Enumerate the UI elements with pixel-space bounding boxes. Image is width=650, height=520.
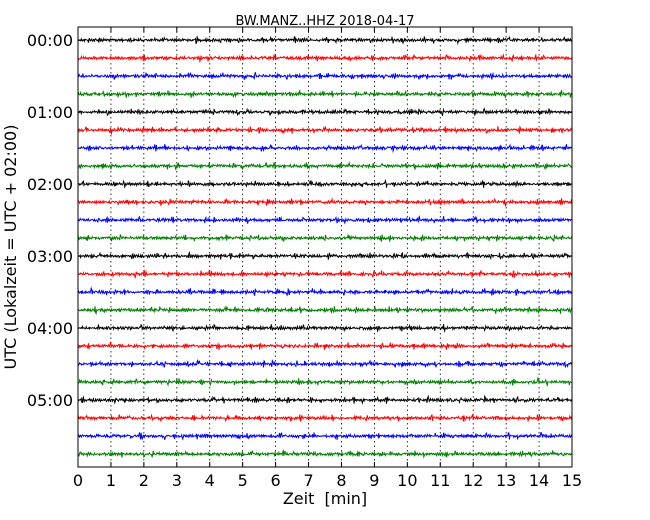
x-axis-label: Zeit [min] <box>283 489 367 508</box>
trace-0145 <box>77 161 573 171</box>
x-tick-label: 4 <box>205 471 215 490</box>
trace-0115 <box>77 125 573 136</box>
x-axis-ticks: 0 1 2 3 4 5 6 7 8 9 10 11 12 13 14 15 <box>73 27 582 490</box>
trace-0000 <box>77 35 573 46</box>
trace-0415 <box>77 341 573 350</box>
trace-0230 <box>77 215 573 225</box>
x-tick-label: 1 <box>106 471 116 490</box>
plot-frame <box>77 26 573 468</box>
x-tick-label: 15 <box>562 471 582 490</box>
y-tick-label: 05:00 <box>27 391 73 410</box>
x-tick-label: 2 <box>139 471 149 490</box>
x-tick-label: 9 <box>369 471 379 490</box>
chart-title: BW.MANZ..HHZ 2018-04-17 <box>235 14 414 29</box>
trace-0430 <box>77 358 573 369</box>
x-tick-label: 13 <box>496 471 516 490</box>
trace-0545 <box>77 448 573 459</box>
trace-0130 <box>77 143 573 153</box>
x-tick-label: 3 <box>172 471 182 490</box>
x-tick-label: 7 <box>303 471 313 490</box>
y-tick-label: 03:00 <box>27 247 73 266</box>
x-tick-label: 5 <box>238 471 248 490</box>
trace-0300 <box>77 250 573 261</box>
trace-0515 <box>77 413 573 423</box>
y-tick-label: 00:00 <box>27 31 73 50</box>
y-tick-label: 01:00 <box>27 103 73 122</box>
x-tick-label: 0 <box>73 471 83 490</box>
trace-0315 <box>77 269 573 280</box>
y-tick-label: 02:00 <box>27 175 73 194</box>
trace-0330 <box>77 286 573 297</box>
trace-0215 <box>77 197 573 208</box>
trace-0100 <box>77 107 573 117</box>
y-axis-label: UTC (Lokalzeit = UTC + 02:00) <box>1 125 20 370</box>
trace-0445 <box>77 376 573 387</box>
trace-0530 <box>77 431 573 441</box>
trace-0045 <box>77 89 573 99</box>
x-tick-label: 8 <box>336 471 346 490</box>
trace-0400 <box>77 323 573 333</box>
y-axis-ticks: 00:00 01:00 02:00 03:00 04:00 05:00 <box>27 31 572 410</box>
trace-0345 <box>77 305 573 316</box>
x-tick-label: 10 <box>397 471 417 490</box>
trace-group <box>77 35 573 459</box>
trace-0200 <box>77 178 573 189</box>
trace-0030 <box>77 71 573 81</box>
trace-0245 <box>77 233 573 243</box>
trace-0500 <box>77 394 573 406</box>
x-tick-label: 6 <box>271 471 281 490</box>
x-tick-label: 14 <box>529 471 549 490</box>
grid-lines <box>110 27 540 467</box>
x-tick-label: 11 <box>430 471 450 490</box>
y-tick-label: 04:00 <box>27 319 73 338</box>
trace-0015 <box>77 53 573 64</box>
x-tick-label: 12 <box>463 471 483 490</box>
